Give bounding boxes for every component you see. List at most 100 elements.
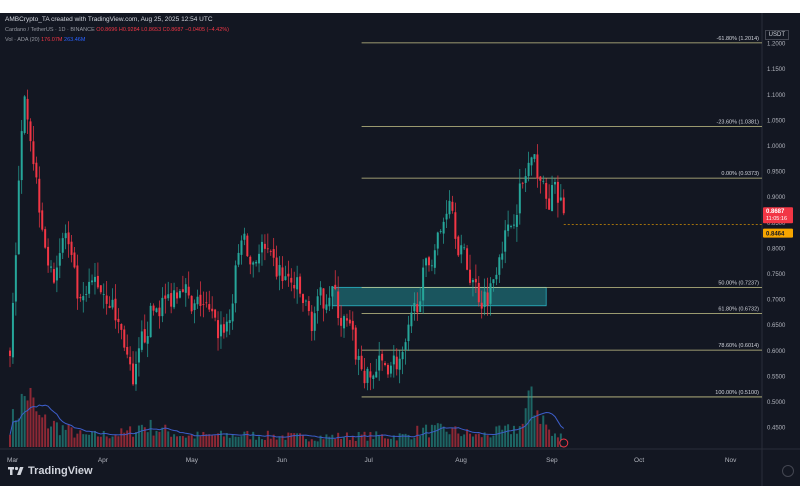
candle-body	[129, 356, 132, 365]
page-footer	[0, 486, 800, 500]
volume-bar	[419, 435, 422, 447]
volume-bar	[73, 437, 76, 447]
candle-body	[451, 201, 454, 211]
volume-bar	[316, 441, 319, 447]
candle-body	[366, 368, 369, 383]
volume-bar	[161, 427, 164, 447]
currency-button[interactable]: USDT	[764, 30, 789, 40]
candle-body	[351, 320, 354, 330]
volume-bar	[158, 431, 161, 447]
volume-bar	[114, 434, 117, 447]
candle-body	[228, 320, 231, 323]
settings-icon[interactable]	[782, 465, 794, 477]
candle-body	[199, 294, 202, 306]
volume-bar	[354, 440, 357, 447]
price-tick-label: 0.6500	[767, 323, 786, 329]
candle-body	[222, 324, 225, 333]
volume-bar	[425, 424, 428, 447]
candle-body	[354, 327, 357, 360]
candle-body	[173, 290, 176, 308]
volume-bar	[117, 436, 120, 447]
candle-body	[91, 280, 94, 283]
volume-bar	[302, 434, 304, 447]
volume-bar	[521, 423, 524, 447]
current-price-tag	[763, 207, 793, 224]
candle-body	[398, 358, 401, 370]
candle-body	[492, 279, 495, 284]
candle-body	[307, 301, 310, 312]
candle-body	[322, 288, 325, 309]
candle-body	[126, 346, 129, 355]
volume-bar	[404, 433, 407, 447]
volume-bar	[14, 420, 17, 447]
candle-body	[404, 342, 407, 350]
volume-bar	[442, 426, 445, 447]
candle-body	[518, 183, 521, 214]
price-tick-label: 0.9500	[767, 170, 786, 176]
volume-bar	[137, 425, 140, 447]
volume-bar	[395, 440, 398, 447]
candle-body	[448, 200, 451, 215]
candle-body	[76, 265, 79, 299]
candle-body	[99, 285, 102, 293]
volume-bar	[20, 393, 23, 447]
volume-bar	[389, 438, 392, 447]
volume-bar	[363, 431, 366, 447]
volume-bar	[512, 425, 515, 447]
candle-body	[164, 295, 167, 299]
tradingview-logo[interactable]: TradingView	[8, 465, 93, 477]
candle-body	[556, 181, 559, 203]
volume-bar	[199, 436, 202, 447]
volume-bar	[146, 432, 149, 447]
candle-body	[73, 252, 76, 268]
volume-bar	[99, 436, 102, 447]
candle-body	[170, 293, 173, 307]
candle-body	[436, 232, 439, 249]
demand-zone	[331, 286, 547, 307]
candle-body	[205, 302, 208, 304]
candle-body	[102, 294, 105, 295]
volume-bar	[401, 434, 404, 447]
volume-bar	[275, 439, 278, 447]
volume-bar	[129, 426, 132, 447]
symbol-name[interactable]: Cardano / TetherUS · 1D · BINANCE	[5, 27, 95, 33]
volume-bar	[228, 437, 231, 447]
candle-body	[225, 321, 228, 332]
candle-body	[79, 297, 82, 299]
volume-bar	[466, 429, 469, 447]
volume-bar	[263, 439, 266, 447]
volume-bar	[551, 435, 554, 447]
volume-bar	[246, 430, 249, 447]
candle-body	[70, 241, 73, 255]
fib-level-label: 50.00% (0.7237)	[718, 280, 759, 286]
fib-level-label: 78.60% (0.6014)	[718, 343, 759, 349]
candle-body	[469, 269, 472, 283]
volume-bar	[38, 414, 41, 447]
candle-body	[299, 276, 302, 294]
candle-body	[381, 353, 384, 361]
candle-body	[357, 356, 360, 360]
volume-label[interactable]: Vol · ADA (20)	[5, 37, 40, 43]
volume-bar	[445, 431, 448, 447]
volume-bar	[322, 439, 325, 447]
candle-body	[551, 185, 554, 211]
candle-body	[334, 284, 337, 290]
candle-body	[181, 289, 184, 292]
volume-bar	[433, 425, 436, 447]
candle-body	[422, 267, 425, 301]
volume-bar	[296, 433, 299, 447]
volume-bar	[105, 436, 108, 447]
candle-body	[184, 284, 187, 293]
fib-level-label: -23.60% (1.0381)	[717, 120, 760, 126]
candle-body	[214, 309, 217, 318]
volume-bar	[82, 434, 85, 447]
candle-body	[55, 267, 58, 281]
candle-body	[67, 232, 70, 245]
volume-bar	[70, 427, 73, 447]
price-chart[interactable]: 1.2000 1.1500 1.1000 1.0500 1.0000 0.9500 0.90…	[0, 13, 800, 486]
volume-bar	[348, 439, 351, 447]
volume-bar	[214, 435, 217, 447]
candle-body	[161, 297, 164, 317]
candle-body	[384, 363, 387, 366]
candle-body	[105, 295, 108, 304]
